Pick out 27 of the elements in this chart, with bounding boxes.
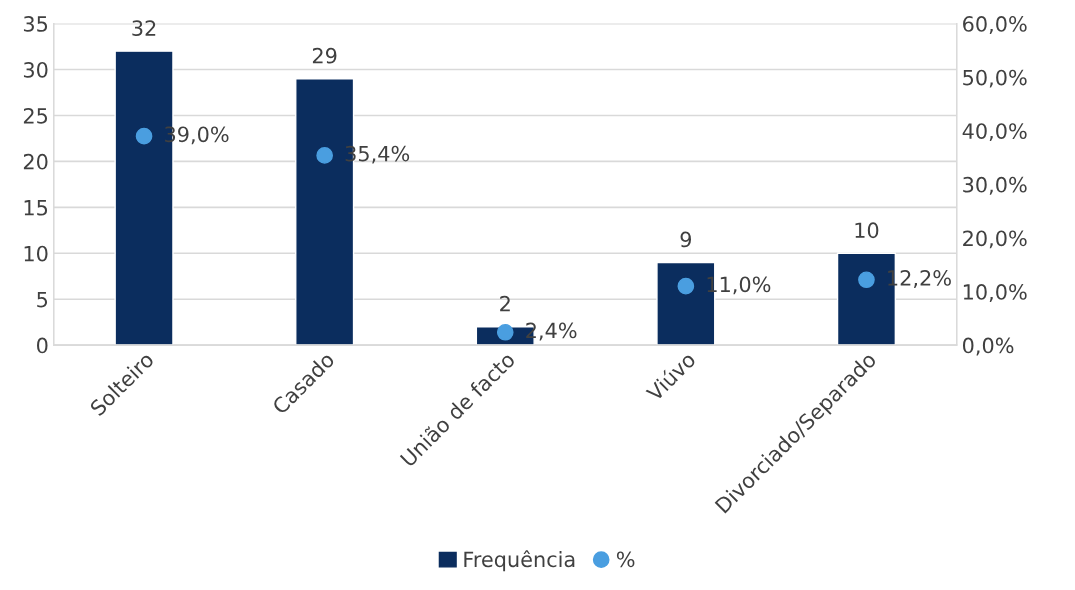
point <box>316 147 333 164</box>
y-tick-label: 30 <box>23 61 48 78</box>
y2-tick-label: 0,0% <box>962 337 1014 356</box>
y-tick-label: 5 <box>37 291 48 308</box>
data-label: 29 <box>312 47 337 64</box>
legend-label: % <box>616 551 635 568</box>
y-tick-label: 0 <box>37 337 48 354</box>
y-tick-label: 25 <box>23 107 48 124</box>
y-tick-label: 10 <box>24 245 48 262</box>
y2-tick-label: 10,0% <box>963 284 1027 302</box>
data-label: 9 <box>680 231 692 248</box>
y-tick-label: 20 <box>23 153 48 170</box>
y2-tick-label: 20,0% <box>963 230 1027 249</box>
data-label: 10 <box>855 222 879 239</box>
y2-tick-label: 50,0% <box>963 69 1027 88</box>
y2-tick-label: 30,0% <box>963 176 1027 195</box>
data-label: 2 <box>500 295 510 312</box>
point <box>677 277 695 295</box>
point <box>496 323 514 341</box>
point <box>135 127 153 145</box>
point <box>858 271 875 289</box>
y-tick-label: 35 <box>23 16 48 32</box>
data-label: 32 <box>132 20 156 37</box>
y2-tick-label: 40,0% <box>962 123 1027 142</box>
y2-tick-label: 60,0% <box>963 16 1027 34</box>
legend-label: Frequência <box>464 550 575 572</box>
y-tick-label: 15 <box>24 200 48 216</box>
